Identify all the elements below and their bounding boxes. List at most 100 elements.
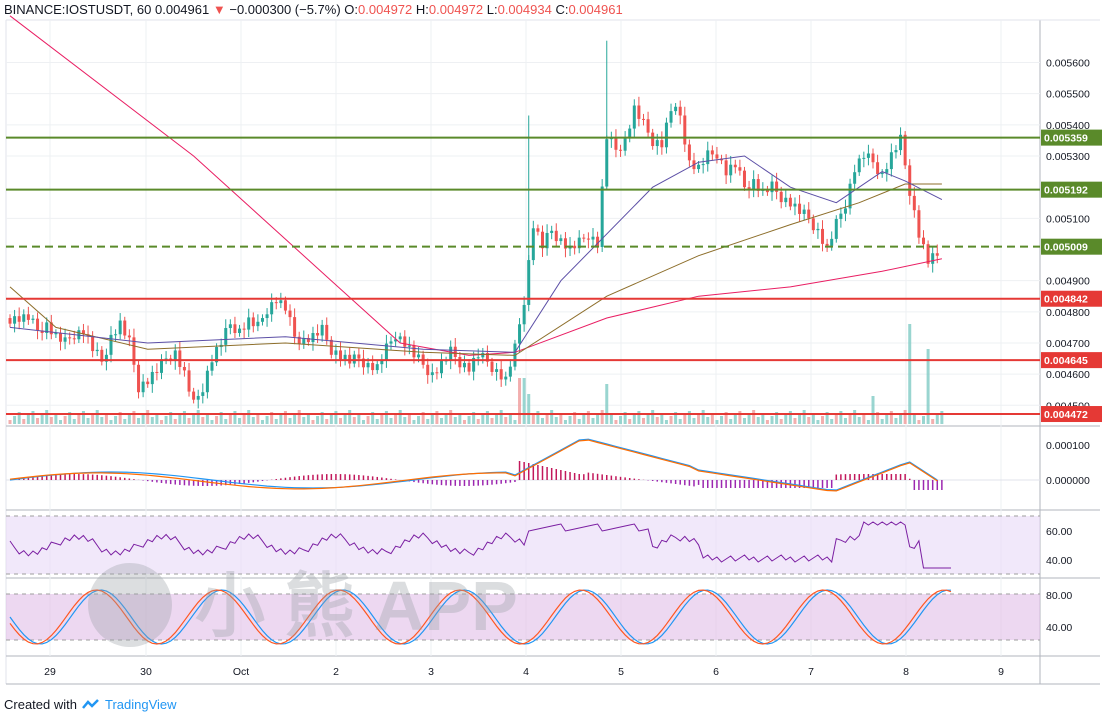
time-tick-label: 8 [903, 666, 909, 678]
close-value: 0.004961 [568, 2, 623, 17]
candle-body [472, 357, 476, 372]
volume-bar [306, 413, 310, 424]
volume-bar [926, 349, 930, 424]
candle-body [274, 302, 278, 304]
tradingview-link[interactable]: TradingView [104, 697, 177, 712]
volume-bar [17, 412, 21, 424]
candle-body [504, 376, 508, 380]
volume-bar [495, 414, 499, 424]
volume-bar [412, 420, 416, 424]
volume-bar [862, 413, 866, 424]
volume-bar [752, 410, 756, 424]
volume-bar [260, 420, 264, 424]
volume-bar [339, 418, 343, 424]
volume-bar [931, 419, 935, 424]
candle-body [279, 300, 283, 304]
volume-bar [880, 419, 884, 424]
volume-bar [697, 414, 701, 424]
candle-body [54, 333, 58, 335]
candle-body [834, 218, 838, 239]
level-label-bg [1041, 352, 1102, 369]
volume-bar [747, 414, 751, 424]
volume-bar [922, 416, 926, 424]
candle-body [192, 391, 196, 400]
watermark: 小 熊 APP [88, 563, 518, 647]
level-label: 0.005359 [1044, 133, 1088, 145]
volume-bar [692, 418, 696, 424]
volume-bar [453, 417, 457, 424]
level-label: 0.004645 [1044, 355, 1088, 367]
volume-bar [775, 412, 779, 424]
level-label: 0.004472 [1044, 409, 1088, 421]
volume-bar [40, 414, 44, 424]
candle-body [215, 347, 219, 363]
volume-bar [316, 416, 320, 424]
candle-body [8, 318, 12, 324]
candle-body [935, 253, 939, 256]
candle-body [908, 165, 912, 196]
candle-body [440, 361, 444, 374]
candle-body [31, 318, 35, 320]
level-label: 0.005009 [1044, 242, 1088, 254]
candle-body [619, 149, 623, 151]
volume-bar [118, 412, 122, 424]
candle-body [306, 337, 310, 343]
volume-bar [669, 416, 673, 424]
candle-body [58, 333, 62, 342]
volume-bar [674, 412, 678, 424]
volume-bar [104, 413, 108, 424]
candle-body [871, 153, 875, 163]
volume-bar [513, 420, 517, 424]
tradingview-logo-icon [82, 698, 99, 709]
candle-body [545, 232, 549, 249]
candle-body [605, 139, 609, 187]
candle-body [371, 362, 375, 371]
volume-bar [361, 420, 365, 424]
volume-bar [320, 412, 324, 424]
candle-body [857, 158, 861, 173]
volume-bar [375, 419, 379, 424]
volume-bar [793, 418, 797, 424]
volume-bar [715, 420, 719, 424]
volume-bar [407, 413, 411, 424]
volume-bar [384, 411, 388, 424]
price-tick-label: 0.005100 [1046, 213, 1090, 225]
time-tick-label: 30 [140, 666, 152, 678]
candle-body [885, 169, 889, 173]
volume-bar [215, 416, 219, 424]
candle-body [297, 336, 301, 344]
volume-bar [499, 410, 503, 424]
candle-body [632, 105, 636, 129]
volume-bar [518, 378, 522, 424]
candle-body [462, 362, 466, 368]
candle-body [678, 106, 682, 116]
stoch-d-line [9, 589, 952, 645]
volume-bar [54, 413, 58, 424]
volume-bar [577, 419, 581, 424]
candle-body [22, 314, 26, 322]
macd-tick-label: 0.000000 [1046, 475, 1090, 487]
candle-body [669, 111, 673, 123]
level-label-bg [1041, 290, 1102, 307]
candle-body [600, 186, 604, 247]
volume-bar [127, 415, 131, 424]
candle-body [339, 350, 343, 360]
volume-bar [619, 416, 623, 424]
volume-bar [325, 419, 329, 424]
candle-body [361, 358, 365, 368]
volume-bar [58, 420, 62, 424]
candle-body [288, 310, 292, 318]
volume-bar [63, 416, 67, 424]
candle-body [137, 364, 141, 393]
volume-bar [536, 411, 540, 424]
candle-body [265, 314, 269, 319]
candle-body [779, 191, 783, 203]
volume-bar [68, 412, 72, 424]
volume-bar [614, 420, 618, 424]
volume-bar [238, 418, 242, 424]
volume-bar [150, 417, 154, 424]
volume-bar [788, 411, 792, 424]
candle-body [155, 371, 159, 373]
volume-bar [421, 412, 425, 424]
